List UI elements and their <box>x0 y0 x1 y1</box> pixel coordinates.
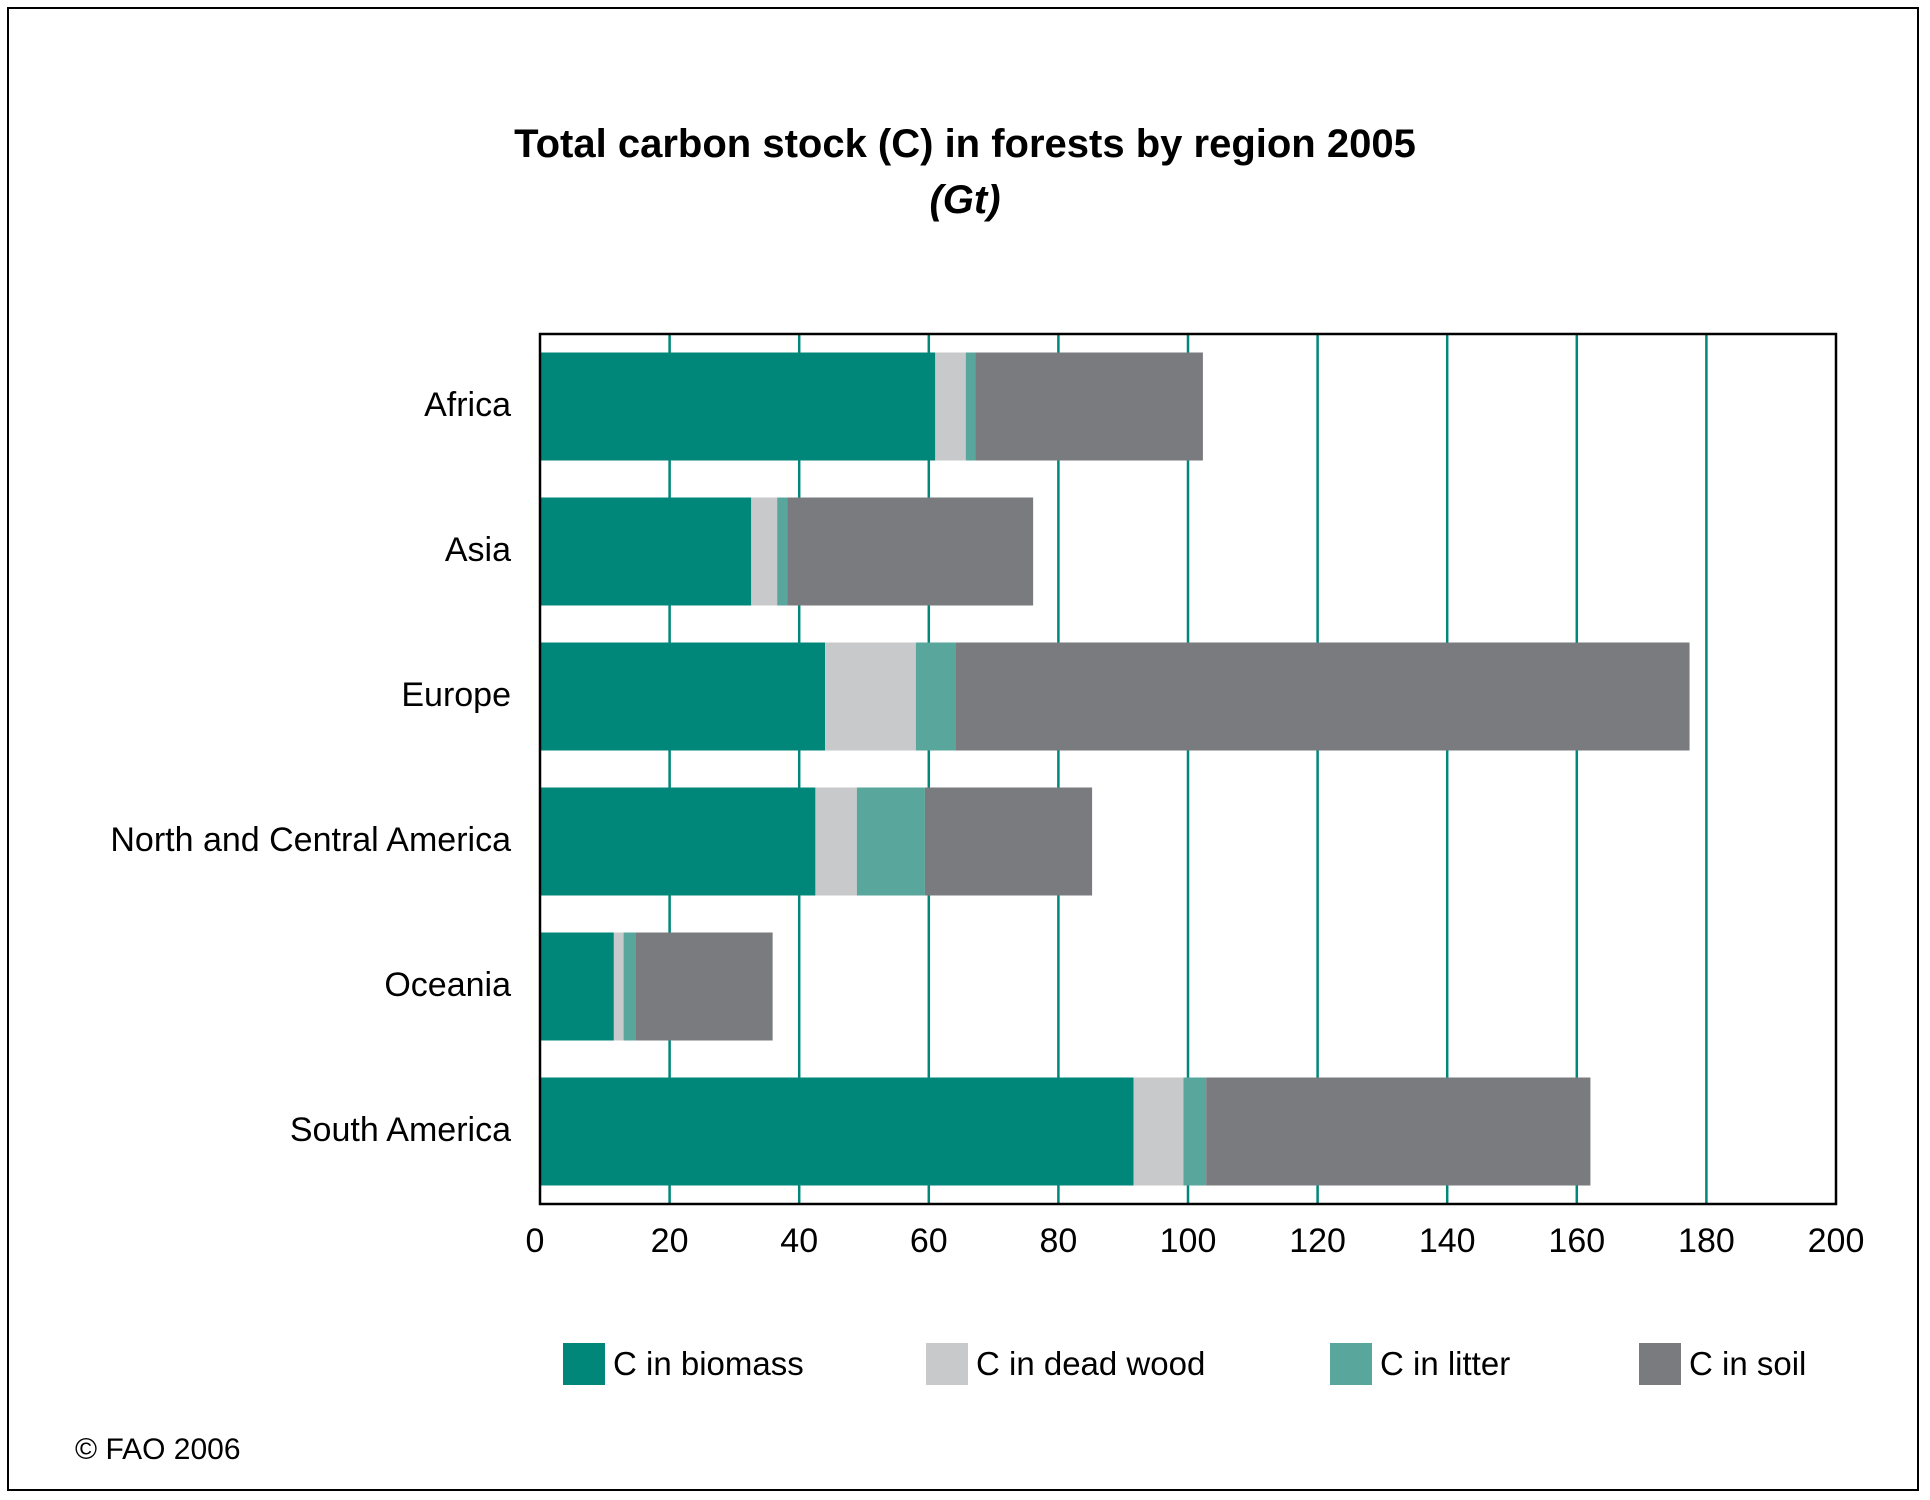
category-label: Asia <box>445 531 511 570</box>
legend-swatch <box>1639 1343 1681 1385</box>
legend-swatch <box>563 1343 605 1385</box>
x-tick-label-180: 180 <box>1678 1222 1735 1260</box>
legend: C in biomass C in dead wood C in litter C i… <box>0 1340 1930 1390</box>
x-tick-label-140: 140 <box>1419 1222 1476 1260</box>
x-tick-label-0: 0 <box>526 1222 545 1260</box>
category-label: North and Central America <box>110 821 511 860</box>
bar-north-and-central-america-c-in-dead-wood <box>815 788 856 896</box>
x-tick-label-160: 160 <box>1548 1222 1605 1260</box>
legend-swatch <box>926 1343 968 1385</box>
x-tick-label-80: 80 <box>1039 1222 1077 1260</box>
bar-africa-c-in-soil <box>975 353 1202 461</box>
bar-asia-c-in-litter <box>777 498 787 606</box>
legend-item: C in soil <box>1639 1340 1806 1388</box>
bar-oceania-c-in-litter <box>624 933 636 1041</box>
bar-africa-c-in-dead-wood <box>935 353 965 461</box>
legend-item: C in dead wood <box>926 1340 1205 1388</box>
bar-south-america-c-in-dead-wood <box>1134 1078 1184 1186</box>
x-tick-label-200: 200 <box>1808 1222 1865 1260</box>
legend-label: C in litter <box>1380 1345 1510 1383</box>
bar-oceania-c-in-dead-wood <box>614 933 624 1041</box>
legend-label: C in dead wood <box>976 1345 1205 1383</box>
bar-north-and-central-america-c-in-litter <box>857 788 925 896</box>
bar-oceania-c-in-soil <box>635 933 772 1041</box>
bar-south-america-c-in-litter <box>1183 1078 1206 1186</box>
bar-south-america-c-in-soil <box>1206 1078 1590 1186</box>
bar-oceania-c-in-biomass <box>540 933 614 1041</box>
bar-europe-c-in-biomass <box>540 643 825 751</box>
copyright-note: © FAO 2006 <box>75 1433 241 1467</box>
x-tick-label-40: 40 <box>780 1222 818 1260</box>
bar-asia-c-in-soil <box>788 498 1034 606</box>
x-tick-label-20: 20 <box>651 1222 689 1260</box>
bar-europe-c-in-soil <box>956 643 1690 751</box>
bar-africa-c-in-litter <box>966 353 976 461</box>
category-label: Africa <box>424 386 511 425</box>
category-label: Europe <box>401 676 511 715</box>
bar-asia-c-in-dead-wood <box>751 498 777 606</box>
legend-label: C in biomass <box>613 1345 804 1383</box>
legend-swatch <box>1330 1343 1372 1385</box>
category-label: South America <box>290 1111 511 1150</box>
bar-north-and-central-america-c-in-soil <box>925 788 1092 896</box>
legend-label: C in soil <box>1689 1345 1806 1383</box>
x-tick-label-120: 120 <box>1289 1222 1346 1260</box>
bar-europe-c-in-litter <box>916 643 956 751</box>
category-label: Oceania <box>384 966 511 1005</box>
x-tick-label-100: 100 <box>1160 1222 1217 1260</box>
bar-europe-c-in-dead-wood <box>825 643 916 751</box>
bar-south-america-c-in-biomass <box>540 1078 1134 1186</box>
bar-asia-c-in-biomass <box>540 498 751 606</box>
bar-africa-c-in-biomass <box>540 353 935 461</box>
x-tick-label-60: 60 <box>910 1222 948 1260</box>
legend-item: C in litter <box>1330 1340 1510 1388</box>
bar-north-and-central-america-c-in-biomass <box>540 788 815 896</box>
legend-item: C in biomass <box>563 1340 804 1388</box>
